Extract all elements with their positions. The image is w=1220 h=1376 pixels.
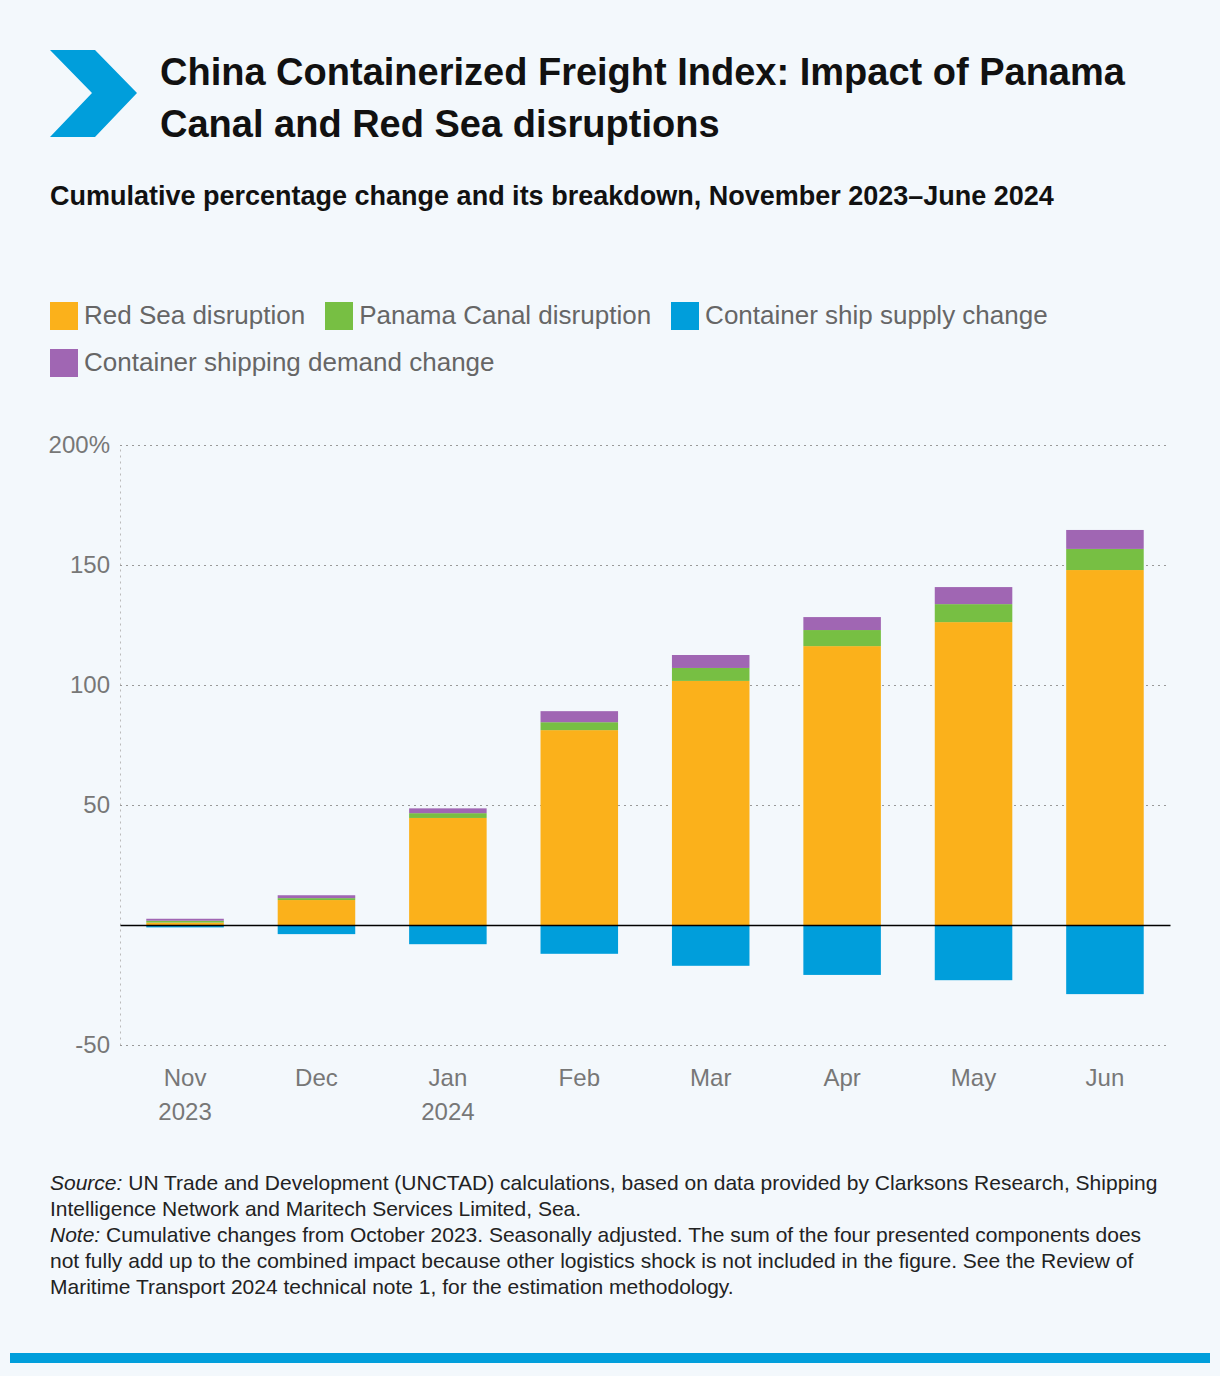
- bar: [541, 925, 619, 954]
- legend-swatch: [325, 302, 353, 330]
- y-tick-label: 100: [70, 671, 110, 698]
- source-label: Source:: [50, 1171, 122, 1194]
- bar: [935, 587, 1013, 604]
- bar: [541, 722, 619, 730]
- x-tick-label: Apr: [823, 1064, 860, 1091]
- x-tick-label: Nov2023: [158, 1064, 211, 1125]
- bar: [1066, 570, 1144, 925]
- bar: [541, 730, 619, 925]
- source: Source: UN Trade and Development (UNCTAD…: [50, 1170, 1170, 1222]
- legend: Red Sea disruption Panama Canal disruptio…: [50, 300, 1170, 378]
- zero-line: [121, 925, 1171, 927]
- y-tick-label: 50: [83, 791, 110, 818]
- bar: [541, 711, 619, 722]
- bar: [803, 617, 881, 630]
- y-tick: -50: [75, 1031, 1168, 1058]
- note: Note: Cumulative changes from October 20…: [50, 1222, 1170, 1300]
- bar: [278, 898, 356, 900]
- y-tick: 150: [70, 551, 1168, 578]
- x-axis: Nov2023 Dec Jan2024 Feb Mar Apr May Jun: [121, 925, 1171, 1125]
- bar: [409, 808, 487, 813]
- y-tick: 200%: [49, 431, 1168, 458]
- subtitle: Cumulative percentage change and its bre…: [50, 178, 1180, 214]
- x-tick-label: Dec: [295, 1064, 338, 1091]
- bar: [672, 655, 750, 668]
- bar: [1066, 549, 1144, 570]
- x-tick: Nov2023: [158, 925, 211, 1125]
- legend-swatch: [50, 302, 78, 330]
- x-tick-label: Jun: [1086, 1064, 1125, 1091]
- legend-label: Container shipping demand change: [84, 347, 495, 378]
- series-group: [146, 570, 1143, 925]
- grid-line: [120, 1045, 1168, 1046]
- bar: [409, 925, 487, 944]
- bar: [146, 919, 224, 921]
- x-tick: Apr: [823, 925, 860, 1091]
- bar: [935, 604, 1013, 622]
- legend-label: Red Sea disruption: [84, 300, 305, 331]
- title: China Containerized Freight Index: Impac…: [160, 46, 1150, 150]
- y-tick-label: -50: [75, 1031, 110, 1058]
- bar: [1066, 530, 1144, 549]
- legend-swatch: [50, 349, 78, 377]
- legend-item: Container shipping demand change: [50, 347, 495, 378]
- series-group: [146, 925, 1143, 994]
- y-tick-label: 200%: [49, 431, 110, 458]
- note-text: Cumulative changes from October 2023. Se…: [50, 1223, 1141, 1298]
- x-tick: Feb: [559, 925, 600, 1091]
- legend-label: Container ship supply change: [705, 300, 1048, 331]
- grid-line: [120, 565, 1168, 566]
- bar: [146, 921, 224, 923]
- bar: [803, 646, 881, 925]
- x-tick: Jan2024: [421, 925, 474, 1125]
- series-group: [146, 530, 1143, 921]
- bar: [935, 622, 1013, 925]
- footer: Source: UN Trade and Development (UNCTAD…: [50, 1170, 1170, 1300]
- x-tick-label: Jan2024: [421, 1064, 474, 1125]
- bar: [672, 668, 750, 681]
- bar: [803, 630, 881, 646]
- x-tick-label: May: [951, 1064, 996, 1091]
- bar: [409, 813, 487, 818]
- y-tick-label: 150: [70, 551, 110, 578]
- bars: [146, 530, 1143, 994]
- y-axis: -50 50 100 150 200%: [49, 431, 1168, 1058]
- x-tick: Dec: [295, 925, 338, 1091]
- bar: [935, 925, 1013, 980]
- note-label: Note:: [50, 1223, 100, 1246]
- chevron-icon: [50, 50, 137, 137]
- legend-label: Panama Canal disruption: [359, 300, 651, 331]
- bottom-bar: [10, 1353, 1210, 1363]
- bar: [803, 925, 881, 975]
- bar: [278, 900, 356, 925]
- series-group: [146, 549, 1143, 923]
- x-tick: Jun: [1086, 925, 1125, 1091]
- x-tick: May: [951, 925, 996, 1091]
- source-text: UN Trade and Development (UNCTAD) calcul…: [50, 1171, 1157, 1220]
- x-tick-label: Feb: [559, 1064, 600, 1091]
- bar: [146, 923, 224, 925]
- y-axis-line: [120, 446, 121, 1046]
- bar: [278, 895, 356, 898]
- x-tick: Mar: [690, 925, 731, 1091]
- legend-item: Container ship supply change: [671, 300, 1048, 331]
- bar: [672, 681, 750, 925]
- bar: [278, 925, 356, 934]
- legend-swatch: [671, 302, 699, 330]
- bar: [672, 925, 750, 966]
- legend-item: Panama Canal disruption: [325, 300, 651, 331]
- bar: [1066, 925, 1144, 994]
- bar: [409, 818, 487, 925]
- grid-line: [120, 445, 1168, 446]
- legend-item: Red Sea disruption: [50, 300, 305, 331]
- x-tick-label: Mar: [690, 1064, 731, 1091]
